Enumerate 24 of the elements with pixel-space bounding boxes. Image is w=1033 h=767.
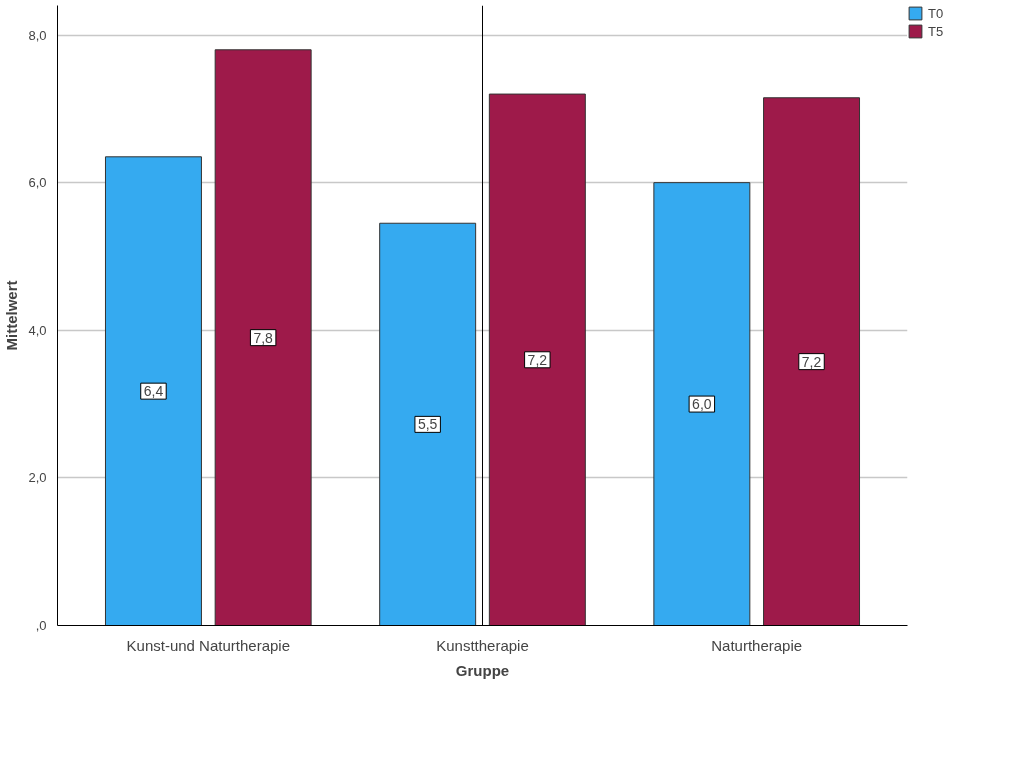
- y-tick-label: 8,0: [28, 27, 47, 43]
- bar: [763, 97, 861, 626]
- data-label: 7,2: [801, 353, 822, 370]
- legend-label: T5: [928, 23, 945, 39]
- x-axis-title: Gruppe: [455, 661, 510, 679]
- y-tick-label: 2,0: [28, 470, 47, 486]
- data-label: 6,0: [692, 396, 712, 413]
- legend-label: T0: [928, 5, 945, 21]
- y-axis-title: Mittelwert: [3, 280, 21, 351]
- data-label: 7,2: [527, 351, 548, 368]
- x-tick-label: Kunst-und Naturtherapie: [126, 636, 291, 654]
- y-tick-label: 4,0: [28, 322, 47, 338]
- x-tick-label: Naturtherapie: [711, 636, 803, 654]
- bar: [214, 49, 312, 626]
- data-label: 5,5: [417, 416, 438, 433]
- bar: [104, 156, 202, 626]
- bar: [488, 93, 586, 626]
- bar: [379, 222, 477, 626]
- x-tick-label: Kunsttherapie: [436, 636, 529, 654]
- data-label: 6,4: [143, 383, 164, 400]
- bar: [653, 182, 751, 626]
- y-tick-label: ,0: [35, 618, 47, 633]
- data-label: 7,8: [253, 329, 274, 346]
- y-tick-label: 6,0: [28, 175, 47, 191]
